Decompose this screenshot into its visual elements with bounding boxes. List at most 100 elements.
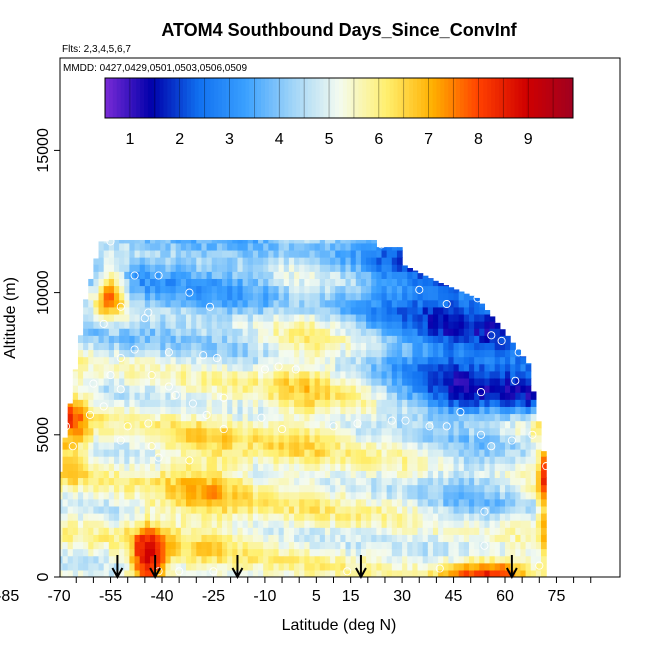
heatmap-cell bbox=[278, 548, 285, 557]
heatmap-cell bbox=[438, 285, 444, 294]
heatmap-cell bbox=[396, 555, 403, 564]
heatmap-cell bbox=[335, 491, 341, 500]
heatmap-cell bbox=[432, 441, 439, 450]
heatmap-cell bbox=[432, 491, 439, 500]
heatmap-cell bbox=[417, 328, 424, 336]
heatmap-cell bbox=[222, 505, 228, 514]
heatmap-cell bbox=[391, 548, 398, 557]
heatmap-cell bbox=[216, 292, 223, 301]
heatmap-cell bbox=[299, 484, 305, 493]
heatmap-cell bbox=[268, 321, 275, 329]
heatmap-cell bbox=[479, 420, 486, 429]
heatmap-cell bbox=[278, 377, 285, 386]
heatmap-cell bbox=[222, 299, 228, 308]
heatmap-cell bbox=[180, 520, 187, 528]
heatmap-cell bbox=[458, 477, 465, 486]
heatmap-cell bbox=[340, 264, 347, 272]
heatmap-cell bbox=[283, 239, 290, 244]
heatmap-cell bbox=[139, 406, 146, 415]
heatmap-cell bbox=[170, 484, 177, 493]
heatmap-cell bbox=[186, 342, 192, 351]
heatmap-cell bbox=[350, 406, 357, 415]
heatmap-cell bbox=[129, 420, 136, 429]
heatmap-cell bbox=[345, 434, 352, 443]
heatmap-cell bbox=[463, 491, 470, 500]
heatmap-cell bbox=[129, 385, 136, 393]
heatmap-cell bbox=[422, 449, 429, 457]
colorbar-segment bbox=[471, 78, 476, 118]
heatmap-cell bbox=[258, 541, 264, 550]
heatmap-cell bbox=[324, 470, 331, 479]
heatmap-cell bbox=[216, 306, 223, 315]
heatmap-cell bbox=[60, 562, 64, 571]
heatmap-cell bbox=[129, 370, 136, 379]
heatmap-cell bbox=[427, 527, 434, 535]
heatmap-cell bbox=[88, 399, 94, 407]
heatmap-cell bbox=[294, 541, 300, 550]
heatmap-cell bbox=[216, 520, 223, 528]
heatmap-cell bbox=[535, 441, 542, 450]
heatmap-cell bbox=[201, 484, 208, 493]
heatmap-cell bbox=[227, 377, 233, 386]
heatmap-cell bbox=[360, 420, 367, 429]
heatmap-cell bbox=[402, 299, 408, 308]
heatmap-cell bbox=[381, 356, 388, 365]
heatmap-cell bbox=[340, 356, 347, 365]
heatmap-cell bbox=[113, 377, 120, 386]
heatmap-cell bbox=[232, 484, 239, 493]
heatmap-cell bbox=[268, 342, 275, 351]
heatmap-cell bbox=[541, 527, 547, 535]
heatmap-cell bbox=[330, 420, 336, 429]
heatmap-cell bbox=[288, 321, 295, 329]
heatmap-cell bbox=[474, 498, 480, 507]
heatmap-cell bbox=[432, 285, 439, 294]
heatmap-cell bbox=[77, 520, 84, 528]
x-tick-label: 45 bbox=[445, 588, 463, 605]
heatmap-cell bbox=[330, 264, 336, 272]
heatmap-cell bbox=[479, 349, 486, 358]
heatmap-cell bbox=[453, 456, 460, 464]
heatmap-cell bbox=[77, 463, 84, 471]
heatmap-cell bbox=[211, 427, 218, 436]
colorbar-segment bbox=[354, 78, 359, 118]
heatmap-cell bbox=[510, 555, 516, 564]
heatmap-cell bbox=[103, 249, 110, 258]
heatmap-cell bbox=[499, 555, 506, 564]
heatmap-cell bbox=[448, 287, 455, 294]
heatmap-cell bbox=[541, 513, 547, 521]
heatmap-cell bbox=[201, 349, 208, 358]
heatmap-cell bbox=[319, 349, 326, 358]
heatmap-cell bbox=[294, 370, 300, 379]
heatmap-cell bbox=[324, 477, 331, 486]
heatmap-cell bbox=[412, 278, 419, 287]
heatmap-cell bbox=[489, 434, 496, 443]
heatmap-cell bbox=[350, 349, 357, 358]
heatmap-cell bbox=[350, 377, 357, 386]
heatmap-cell bbox=[422, 292, 429, 301]
heatmap-cell bbox=[396, 313, 403, 322]
heatmap-cell bbox=[324, 520, 331, 528]
heatmap-cell bbox=[309, 342, 316, 351]
heatmap-cell bbox=[427, 342, 434, 351]
heatmap-cell bbox=[139, 328, 146, 336]
heatmap-cell bbox=[103, 363, 110, 372]
heatmap-cell bbox=[520, 356, 527, 358]
heatmap-cell bbox=[77, 406, 84, 415]
heatmap-cell bbox=[474, 413, 480, 422]
heatmap-cell bbox=[201, 264, 208, 272]
heatmap-cell bbox=[119, 292, 125, 301]
heatmap-cell bbox=[170, 562, 177, 571]
heatmap-cell bbox=[350, 541, 357, 550]
heatmap-cell bbox=[124, 569, 131, 577]
heatmap-cell bbox=[458, 513, 465, 521]
heatmap-cell bbox=[355, 505, 362, 514]
heatmap-cell bbox=[216, 456, 223, 464]
heatmap-cell bbox=[170, 427, 177, 436]
heatmap-cell bbox=[463, 562, 470, 571]
heatmap-cell bbox=[216, 239, 223, 244]
heatmap-cell bbox=[427, 349, 434, 358]
heatmap-cell bbox=[319, 427, 326, 436]
heatmap-cell bbox=[474, 449, 480, 457]
heatmap-cell bbox=[160, 470, 167, 479]
heatmap-cell bbox=[474, 385, 480, 393]
